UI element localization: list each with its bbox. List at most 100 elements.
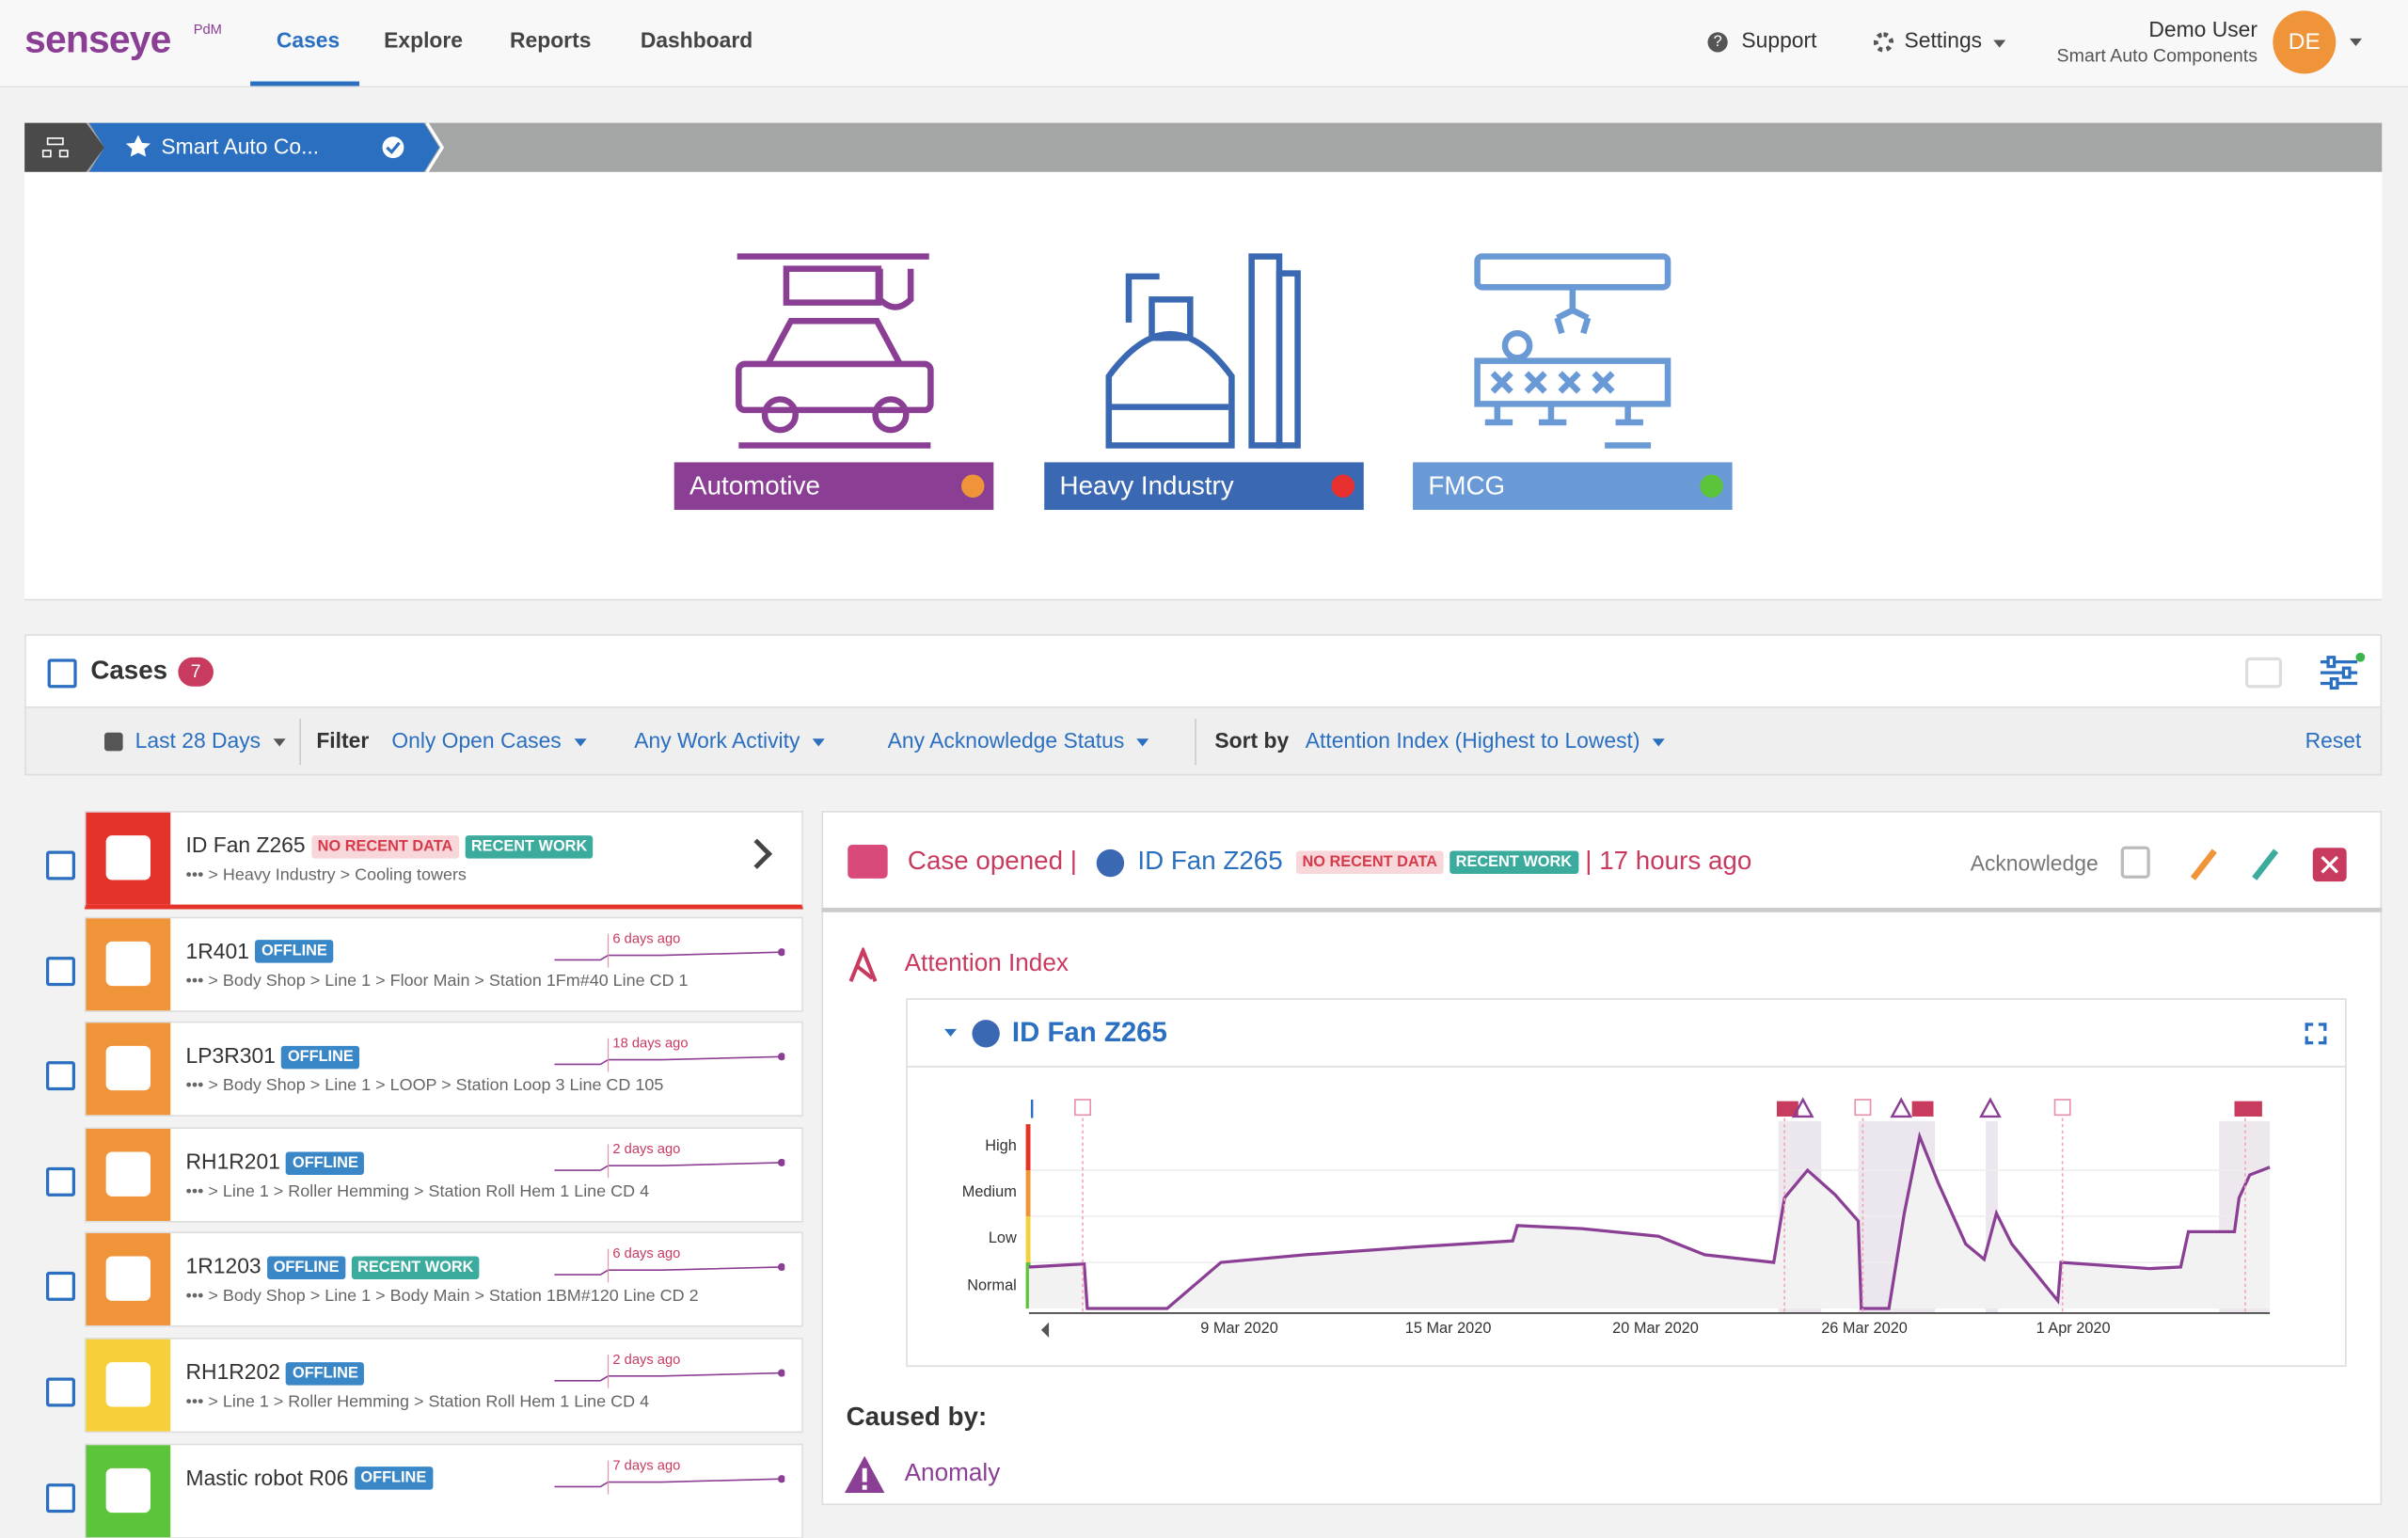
case-status-icon: [86, 1233, 171, 1326]
sort-dropdown[interactable]: Attention Index (Highest to Lowest): [1306, 728, 1665, 753]
industry-tile[interactable]: Automotive: [673, 462, 994, 511]
asset-link[interactable]: ID Fan Z265: [1137, 846, 1283, 876]
logo-sup: PdM: [193, 21, 222, 38]
case-checkbox[interactable]: [45, 1272, 75, 1302]
case-row[interactable]: ID Fan Z265 NO RECENT DATA RECENT WORK ••• …: [84, 811, 803, 910]
case-path: ••• > Body Shop > Line 1 > LOOP > Statio…: [185, 1076, 664, 1096]
reset-link[interactable]: Reset: [2305, 727, 2362, 753]
sparkline-svg: [554, 1459, 786, 1494]
filter-dropdown[interactable]: Any Work Activity: [634, 728, 825, 753]
cause: Anomaly: [904, 1460, 1001, 1487]
divider: [299, 719, 301, 766]
x-date-label: 26 Mar 2020: [1821, 1321, 1908, 1339]
case-icon: [105, 1046, 150, 1091]
case-heading: RH1R202 OFFLINE: [186, 1359, 365, 1386]
industry-tile[interactable]: FMCG: [1413, 462, 1733, 511]
cases-title: Cases: [90, 656, 168, 686]
fullscreen-button[interactable]: [2305, 1023, 2327, 1045]
nav-item[interactable]: Cases: [276, 27, 341, 53]
chart-card: [906, 998, 2347, 1368]
filter-value: Any Acknowledge Status: [887, 727, 1125, 753]
divider: [1195, 719, 1196, 766]
filter-dropdown[interactable]: Only Open Cases: [391, 728, 586, 753]
acknowledge-checkbox[interactable]: [2120, 846, 2150, 879]
settings-link[interactable]: Settings: [1904, 27, 1983, 53]
x-date-label: 1 Apr 2020: [2036, 1321, 2111, 1339]
case-icon: [105, 1151, 150, 1197]
case-status-icon: [86, 917, 171, 1010]
collapse-caret[interactable]: [944, 1028, 958, 1038]
case-row[interactable]: 1R1203 OFFLINE RECENT WORK ••• > Body Shop …: [84, 1232, 803, 1328]
top-nav: senseye PdM Cases Explore Reports Dashbo…: [0, 0, 2408, 88]
case-checkbox[interactable]: [45, 956, 75, 986]
sparkline: 2 days ago: [554, 1141, 786, 1178]
case-path: ••• > Line 1 > Roller Hemming > Station …: [185, 1181, 650, 1201]
badge: OFFLINE: [286, 1150, 365, 1175]
case-row[interactable]: 1R401 OFFLINE ••• > Body Shop > Line 1 > F…: [84, 916, 803, 1012]
sort-value: Attention Index (Highest to Lowest): [1305, 727, 1640, 753]
case-path: ••• > Body Shop > Line 1 > Body Main > S…: [185, 1287, 699, 1307]
edit-button[interactable]: [2190, 848, 2217, 880]
settings-caret: [1993, 40, 2006, 48]
filter-dropdown[interactable]: Any Acknowledge Status: [888, 728, 1149, 753]
case-checkbox[interactable]: [45, 850, 75, 880]
industry-icons: [736, 253, 1671, 449]
case-name: 1R401: [185, 937, 249, 963]
filter-value: Only Open Cases: [391, 727, 562, 753]
case-heading: 1R401 OFFLINE: [185, 937, 334, 964]
case-status-icon: [86, 1444, 171, 1537]
hierarchy-button[interactable]: [24, 122, 105, 172]
case-checkbox[interactable]: [45, 1483, 75, 1513]
asset-icon: [1096, 848, 1125, 877]
case-checkbox[interactable]: [45, 1061, 75, 1091]
case-heading: ID Fan Z265 NO RECENT DATA RECENT WORK: [186, 832, 594, 859]
close-cases-button[interactable]: [2244, 657, 2283, 689]
breadcrumb-item[interactable]: [88, 122, 439, 172]
logo[interactable]: senseye: [24, 18, 171, 62]
case-status-icon: [86, 1023, 171, 1116]
sparkline-svg: [554, 1038, 786, 1072]
status-dot: [1331, 474, 1354, 498]
case-name: 1R1203: [185, 1253, 261, 1279]
case-path: ••• > Heavy Industry > Cooling towers: [185, 865, 467, 885]
open-chevron[interactable]: [741, 838, 773, 869]
case-row[interactable]: RH1R202 OFFLINE ••• > Line 1 > Roller Hemm…: [84, 1338, 803, 1434]
badge: NO RECENT DATA: [1295, 850, 1444, 875]
case-icon: [105, 835, 150, 880]
date-range[interactable]: Last 28 Days: [135, 728, 286, 753]
industry-tile[interactable]: Heavy Industry: [1044, 462, 1364, 511]
case-row[interactable]: LP3R301 OFFLINE ••• > Body Shop > Line 1 >…: [84, 1022, 803, 1118]
detail-actions: [2190, 848, 2347, 882]
filter-settings-button[interactable]: [2316, 652, 2366, 692]
case-status-icon: [86, 1128, 171, 1221]
select-all-checkbox[interactable]: [47, 658, 77, 689]
breadcrumb-label[interactable]: Smart Auto Co...: [161, 134, 320, 159]
breadcrumb-shapes: [24, 122, 445, 172]
detail-title: Case opened | ID Fan Z265 NO RECENT DATA…: [908, 847, 1751, 878]
case-name: Mastic robot R06: [185, 1464, 349, 1490]
nav-item[interactable]: Dashboard: [640, 27, 753, 53]
nav-item[interactable]: Reports: [510, 27, 592, 53]
case-icon: [105, 1257, 150, 1302]
avatar[interactable]: DE: [2273, 10, 2337, 74]
case-checkbox[interactable]: [45, 1377, 75, 1407]
status-dot: [961, 474, 985, 498]
sparkline-svg: [554, 932, 786, 967]
work-button[interactable]: [2252, 848, 2279, 880]
tile-label: Automotive: [689, 471, 820, 501]
case-checkbox[interactable]: [45, 1166, 75, 1197]
case-status-icon: [86, 812, 171, 905]
y-level-label: Medium: [961, 1183, 1017, 1201]
case-heading: 1R1203 OFFLINE RECENT WORK: [185, 1253, 481, 1280]
cases-count: 7: [178, 657, 214, 687]
support-link[interactable]: Support: [1741, 27, 1817, 53]
tile-label: Heavy Industry: [1059, 471, 1234, 501]
y-level-label: Low: [988, 1229, 1017, 1247]
x-date-label: 9 Mar 2020: [1200, 1321, 1278, 1339]
case-row[interactable]: RH1R201 OFFLINE ••• > Line 1 > Roller Hemm…: [84, 1127, 803, 1223]
nav-item[interactable]: Explore: [384, 27, 464, 53]
date-range-label: Last 28 Days: [135, 727, 261, 753]
user-name: Demo User: [2148, 16, 2258, 42]
sort-label: Sort by: [1214, 727, 1290, 753]
case-row[interactable]: Mastic robot R06 OFFLINE 7 days ago: [84, 1443, 803, 1538]
